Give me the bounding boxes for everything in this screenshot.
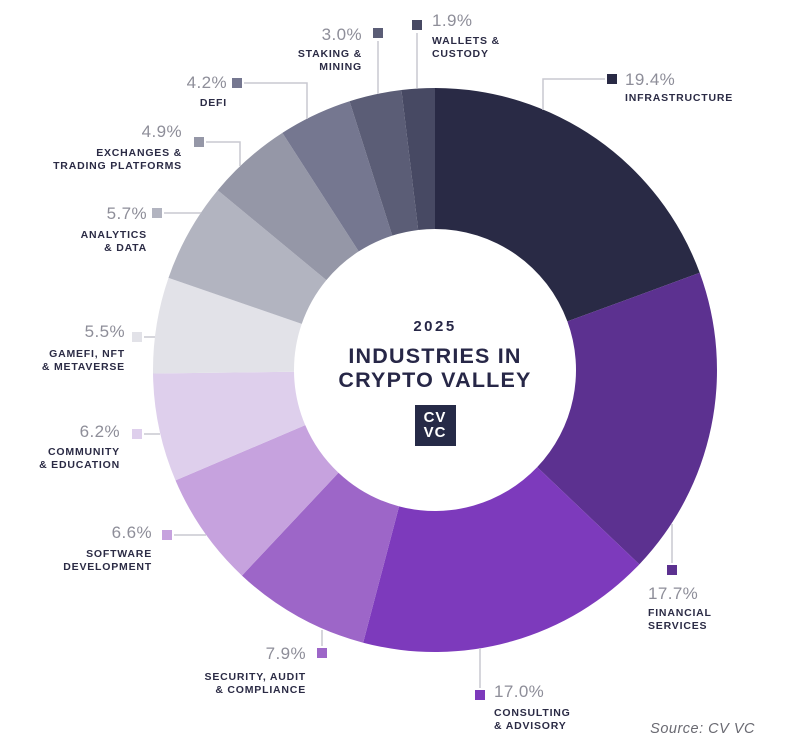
legend-marker-staking	[373, 28, 383, 38]
legend-marker-community	[132, 429, 142, 439]
category-label-community: COMMUNITY & EDUCATION	[39, 446, 120, 472]
category-label-infrastructure-line1: INFRASTRUCTURE	[625, 92, 734, 104]
legend-marker-security	[317, 648, 327, 658]
category-label-security-line2: & COMPLIANCE	[215, 684, 306, 696]
category-label-security: SECURITY, AUDIT & COMPLIANCE	[205, 671, 306, 697]
category-label-infrastructure: INFRASTRUCTURE	[625, 92, 733, 105]
category-label-staking-line2: MINING	[319, 61, 362, 73]
chart-center-block: 2025 INDUSTRIES IN CRYPTO VALLEY CV VC	[295, 318, 575, 446]
category-label-analytics: ANALYTICS & DATA	[81, 229, 147, 255]
percent-label-infrastructure: 19.4%	[625, 70, 676, 89]
label-software: 6.6% SOFTWARE DEVELOPMENT	[63, 523, 152, 574]
segment-financial	[537, 272, 717, 565]
legend-marker-consulting	[475, 690, 485, 700]
percent-label-community: 6.2%	[79, 422, 120, 441]
category-label-consulting-line1: CONSULTING	[494, 707, 571, 719]
category-label-consulting: CONSULTING & ADVISORY	[494, 707, 571, 733]
legend-marker-wallets	[412, 20, 422, 30]
category-label-financial-line2: SERVICES	[648, 620, 708, 632]
segment-exchanges	[217, 132, 359, 281]
category-label-financial-line1: FINANCIAL	[648, 607, 712, 619]
category-label-gamefi: GAMEFI, NFT & METAVERSE	[42, 348, 125, 374]
category-label-wallets-line2: CUSTODY	[432, 48, 489, 60]
category-label-software: SOFTWARE DEVELOPMENT	[63, 548, 152, 574]
category-label-staking: STAKING & MINING	[298, 48, 362, 74]
chart-year: 2025	[413, 318, 457, 335]
chart-title-line2: CRYPTO VALLEY	[338, 368, 532, 392]
segment-consulting	[363, 467, 640, 652]
segment-gamefi	[153, 277, 302, 374]
category-label-analytics-line2: & DATA	[104, 242, 147, 254]
segment-security	[241, 472, 400, 643]
segment-defi	[282, 101, 393, 252]
category-label-community-line1: COMMUNITY	[48, 446, 120, 458]
percent-label-wallets: 1.9%	[432, 11, 473, 30]
segment-community	[153, 371, 306, 481]
label-community: 6.2% COMMUNITY & EDUCATION	[39, 422, 120, 472]
label-infrastructure: 19.4% INFRASTRUCTURE	[625, 70, 733, 105]
percent-label-financial: 17.7%	[648, 584, 699, 603]
source-attribution: Source: CV VC	[650, 721, 755, 737]
label-security: 7.9% SECURITY, AUDIT & COMPLIANCE	[205, 644, 306, 697]
cvvc-logo: CV VC	[414, 405, 456, 446]
legend-marker-exchanges	[194, 137, 204, 147]
label-gamefi: 5.5% GAMEFI, NFT & METAVERSE	[42, 322, 125, 374]
cvvc-logo-line1: CV	[423, 409, 447, 426]
label-staking: 3.0% STAKING & MINING	[298, 25, 362, 74]
legend-marker-analytics	[152, 208, 162, 218]
category-label-defi-line1: DEFI	[199, 97, 227, 109]
leader-line-infrastructure	[542, 78, 605, 110]
chart-title-line1: INDUSTRIES IN	[348, 344, 522, 368]
percent-label-consulting: 17.0%	[494, 682, 545, 701]
legend-marker-infrastructure	[607, 74, 617, 84]
category-label-software-line1: SOFTWARE	[86, 548, 152, 560]
label-exchanges: 4.9% EXCHANGES & TRADING PLATFORMS	[53, 122, 182, 173]
legend-marker-software	[162, 530, 172, 540]
chart-title: INDUSTRIES IN CRYPTO VALLEY	[295, 344, 575, 392]
segment-staking	[349, 90, 419, 236]
leader-line-defi	[244, 82, 308, 119]
label-financial: 17.7% FINANCIAL SERVICES	[648, 584, 712, 633]
percent-label-defi: 4.2%	[186, 73, 227, 92]
category-label-software-line2: DEVELOPMENT	[63, 561, 152, 573]
category-label-consulting-line2: & ADVISORY	[494, 720, 567, 732]
legend-marker-defi	[232, 78, 242, 88]
category-label-gamefi-line2: & METAVERSE	[41, 361, 125, 373]
segment-analytics	[168, 190, 327, 324]
label-analytics: 5.7% ANALYTICS & DATA	[81, 204, 147, 255]
category-label-financial: FINANCIAL SERVICES	[648, 607, 712, 633]
category-label-exchanges: EXCHANGES & TRADING PLATFORMS	[53, 147, 182, 173]
segment-infrastructure	[435, 88, 700, 322]
label-wallets: 1.9% WALLETS & CUSTODY	[432, 11, 500, 61]
category-label-analytics-line1: ANALYTICS	[80, 229, 147, 241]
category-label-wallets-line1: WALLETS &	[432, 35, 500, 47]
percent-label-software: 6.6%	[111, 523, 152, 542]
percent-label-analytics: 5.7%	[106, 204, 147, 223]
category-label-defi: DEFI	[187, 97, 227, 110]
segment-wallets	[401, 88, 435, 231]
leader-line-exchanges	[206, 141, 241, 166]
category-label-gamefi-line1: GAMEFI, NFT	[49, 348, 125, 360]
percent-label-exchanges: 4.9%	[141, 122, 182, 141]
category-label-exchanges-line2: TRADING PLATFORMS	[53, 160, 182, 172]
label-consulting: 17.0% CONSULTING & ADVISORY	[494, 682, 571, 733]
segment-software	[175, 425, 339, 576]
percent-label-security: 7.9%	[265, 644, 306, 663]
legend-marker-financial	[667, 565, 677, 575]
category-label-community-line2: & EDUCATION	[39, 459, 120, 471]
category-label-staking-line1: STAKING &	[297, 48, 362, 60]
percent-label-staking: 3.0%	[321, 25, 362, 44]
label-defi: 4.2% DEFI	[187, 73, 227, 110]
category-label-exchanges-line1: EXCHANGES &	[96, 147, 182, 159]
category-label-security-line1: SECURITY, AUDIT	[204, 671, 306, 683]
cvvc-logo-line2: VC	[423, 423, 447, 441]
category-label-wallets: WALLETS & CUSTODY	[432, 35, 500, 61]
percent-label-gamefi: 5.5%	[84, 322, 125, 341]
legend-marker-gamefi	[132, 332, 142, 342]
